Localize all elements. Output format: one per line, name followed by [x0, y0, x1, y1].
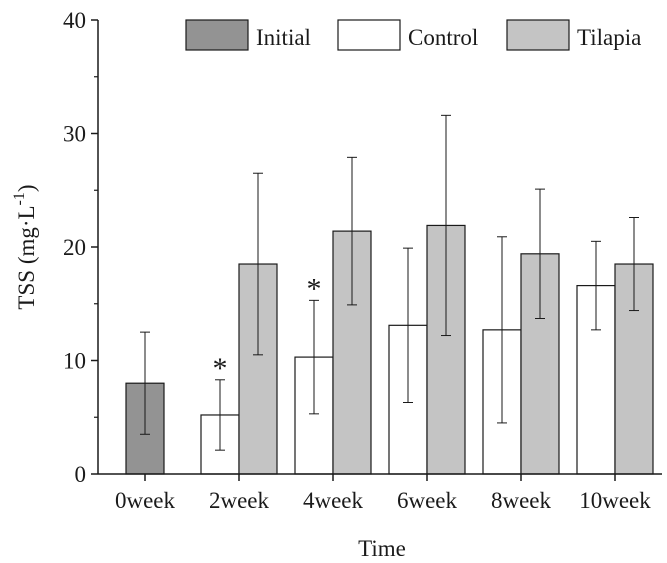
legend-label-initial: Initial	[256, 25, 311, 50]
y-tick-label: 0	[75, 462, 87, 487]
y-axis-title: TSS (mg·L-1)	[11, 184, 39, 309]
significance-marker: *	[307, 272, 322, 305]
x-tick-label: 4week	[303, 488, 364, 513]
legend-label-tilapia: Tilapia	[577, 25, 641, 50]
legend-swatch-initial	[185, 19, 249, 51]
y-tick-label: 20	[63, 235, 86, 260]
x-axis-title: Time	[358, 536, 406, 561]
y-axis-title-close: )	[14, 184, 39, 192]
x-tick-label: 2week	[209, 488, 270, 513]
y-axis-title-main: TSS (mg·L	[14, 205, 39, 309]
legend-swatch-control	[337, 19, 401, 51]
plot-area: **	[125, 114, 654, 475]
x-axis: 0week 2week 4week 6week 8week 10week	[98, 473, 662, 513]
x-tick-label: 6week	[397, 488, 458, 513]
y-tick-label: 10	[63, 349, 86, 374]
legend-swatch-tilapia	[506, 19, 570, 51]
x-tick-label: 8week	[491, 488, 552, 513]
x-tick-label: 10week	[579, 488, 651, 513]
y-tick-label: 40	[63, 8, 86, 33]
y-axis: 0 10 20 30 40	[63, 8, 99, 487]
significance-marker: *	[213, 352, 228, 385]
x-tick-label: 0week	[115, 488, 176, 513]
legend: Initial Control Tilapia	[185, 19, 641, 51]
y-axis-title-sup: -1	[11, 192, 28, 205]
y-tick-label: 30	[63, 122, 86, 147]
legend-label-control: Control	[408, 25, 478, 50]
